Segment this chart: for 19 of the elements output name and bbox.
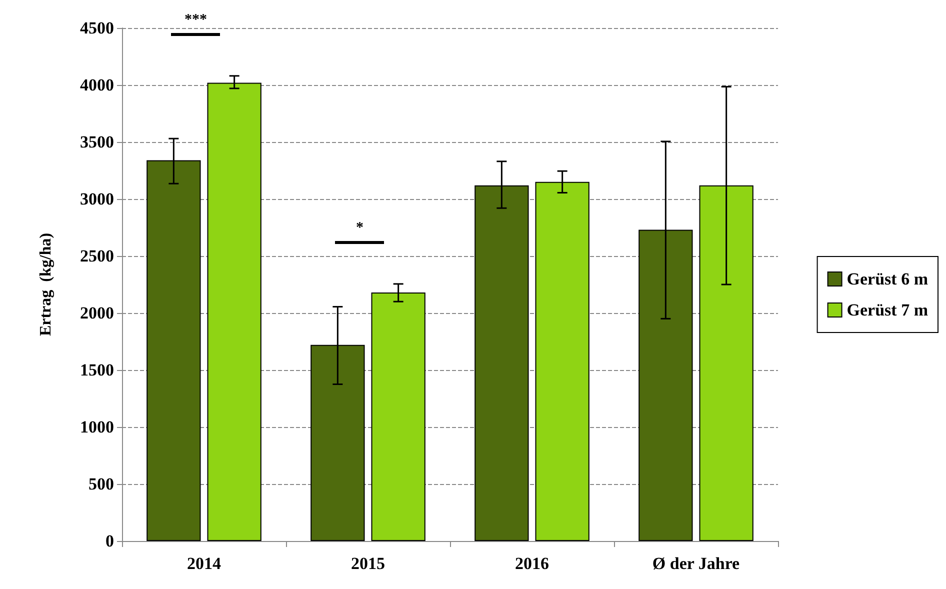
y-tick-label: 4000 <box>80 76 114 94</box>
x-tick-label: 2016 <box>515 554 549 573</box>
x-tick-label: 2014 <box>187 554 222 573</box>
y-tick-label: 500 <box>88 474 114 494</box>
legend-label: Gerüst 7 m <box>846 300 928 320</box>
x-tick-label: Ø der Jahre <box>652 554 740 573</box>
y-tick-label: 3500 <box>80 132 114 152</box>
x-tick-label: 2015 <box>351 554 385 573</box>
significance-bracket: *** <box>171 12 220 36</box>
y-tick-label: 2500 <box>80 246 114 266</box>
y-tick-label: 4500 <box>80 18 114 38</box>
y-tick-label: 1500 <box>80 360 114 380</box>
y-axis-title: Ertrag (kg/ha) <box>38 232 54 336</box>
significance-bracket: * <box>335 220 384 244</box>
y-tick-label: 0 <box>106 532 114 550</box>
legend-label: Gerüst 6 m <box>846 270 928 288</box>
y-tick-label: 3000 <box>80 190 114 208</box>
y-tick-label: 1000 <box>80 418 114 436</box>
y-tick-label: 2000 <box>80 304 114 322</box>
